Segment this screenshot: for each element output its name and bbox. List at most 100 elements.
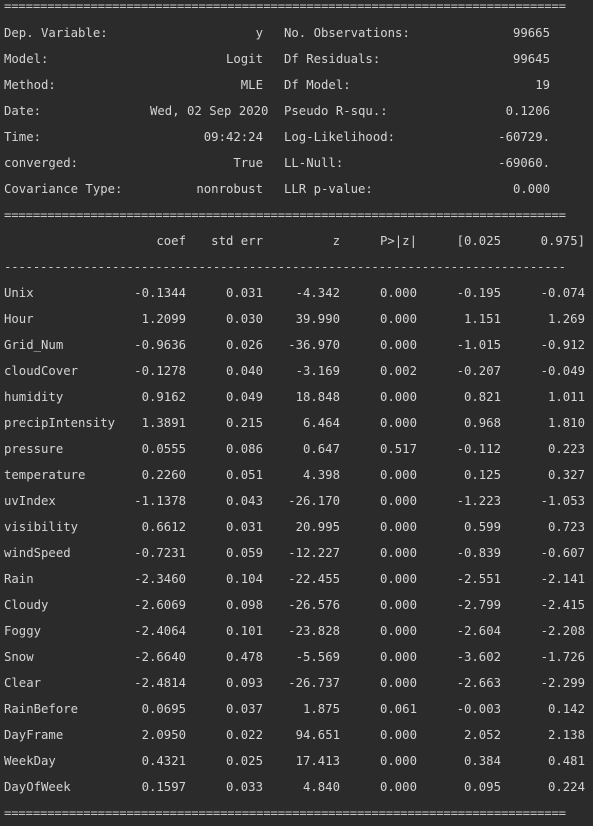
ci-lower-value: -0.195 <box>456 286 501 300</box>
p-value: 0.000 <box>379 312 417 326</box>
p-value: 0.061 <box>379 702 417 716</box>
std-err-value: 0.037 <box>225 702 263 716</box>
p-value: 0.517 <box>379 442 417 456</box>
ci-lower-value: 0.968 <box>463 416 501 430</box>
p-value: 0.000 <box>379 572 417 586</box>
variable-name: Rain <box>4 572 34 586</box>
variable-name: Clear <box>4 676 42 690</box>
z-value: 0.647 <box>302 442 340 456</box>
variable-name: RainBefore <box>4 702 79 716</box>
column-header: std err <box>211 234 263 248</box>
separator-top: ========================================… <box>4 0 566 13</box>
header-value: Wed, 02 Sep 2020 <box>150 104 269 118</box>
p-value: 0.002 <box>379 364 417 378</box>
header-value: 99645 <box>512 52 550 66</box>
std-err-value: 0.101 <box>225 624 263 638</box>
ci-upper-value: 0.723 <box>547 520 585 534</box>
ci-upper-value: 1.011 <box>547 390 585 404</box>
header-label: Date: <box>4 104 42 118</box>
header-value: 19 <box>535 78 550 92</box>
z-value: 39.990 <box>295 312 340 326</box>
separator-middle: ========================================… <box>4 208 566 222</box>
std-err-value: 0.040 <box>225 364 263 378</box>
coef-value: 0.0555 <box>141 442 186 456</box>
std-err-value: 0.049 <box>225 390 263 404</box>
std-err-value: 0.033 <box>225 780 263 794</box>
variable-name: Cloudy <box>4 598 49 612</box>
ci-upper-value: 0.481 <box>547 754 585 768</box>
variable-name: Hour <box>4 312 34 326</box>
column-header: P>|z| <box>379 234 417 248</box>
p-value: 0.000 <box>379 676 417 690</box>
ci-lower-value: 0.599 <box>463 520 501 534</box>
variable-name: temperature <box>4 468 86 482</box>
coef-value: 0.4321 <box>141 754 186 768</box>
header-label: converged: <box>4 156 79 170</box>
std-err-value: 0.051 <box>225 468 263 482</box>
z-value: -4.342 <box>295 286 340 300</box>
z-value: -3.169 <box>295 364 340 378</box>
coef-value: 1.2099 <box>141 312 186 326</box>
variable-name: Foggy <box>4 624 42 638</box>
p-value: 0.000 <box>379 338 417 352</box>
ci-lower-value: -2.604 <box>456 624 501 638</box>
variable-name: Unix <box>4 286 34 300</box>
header-value: -69060. <box>498 156 550 170</box>
header-value: Logit <box>225 52 263 66</box>
ci-lower-value: -0.207 <box>456 364 501 378</box>
variable-name: DayOfWeek <box>4 780 71 794</box>
coef-value: 0.9162 <box>141 390 186 404</box>
ci-upper-value: -2.141 <box>540 572 585 586</box>
p-value: 0.000 <box>379 520 417 534</box>
header-value: nonrobust <box>196 182 263 196</box>
std-err-value: 0.215 <box>225 416 263 430</box>
ci-lower-value: -0.112 <box>456 442 501 456</box>
std-err-value: 0.086 <box>225 442 263 456</box>
header-label: Model: <box>4 52 49 66</box>
coef-value: -0.1278 <box>134 364 186 378</box>
std-err-value: 0.022 <box>225 728 263 742</box>
p-value: 0.000 <box>379 468 417 482</box>
ci-lower-value: -1.223 <box>456 494 501 508</box>
coef-value: 1.3891 <box>141 416 186 430</box>
ci-upper-value: -0.074 <box>540 286 585 300</box>
ci-upper-value: -2.208 <box>540 624 585 638</box>
ci-lower-value: -2.799 <box>456 598 501 612</box>
std-err-value: 0.031 <box>225 286 263 300</box>
coef-value: -2.4814 <box>134 676 186 690</box>
ci-upper-value: -0.912 <box>540 338 585 352</box>
header-label: Df Residuals: <box>284 52 381 66</box>
ci-lower-value: 2.052 <box>463 728 501 742</box>
coef-value: -0.1344 <box>134 286 186 300</box>
ci-lower-value: 0.821 <box>463 390 501 404</box>
coef-value: 2.0950 <box>141 728 186 742</box>
std-err-value: 0.031 <box>225 520 263 534</box>
column-header: z <box>332 234 340 248</box>
p-value: 0.000 <box>379 286 417 300</box>
header-label: No. Observations: <box>284 26 410 40</box>
ci-lower-value: -0.839 <box>456 546 501 560</box>
variable-name: cloudCover <box>4 364 79 378</box>
header-label: Df Model: <box>284 78 351 92</box>
header-value: 09:42:24 <box>203 130 263 144</box>
coef-value: -0.7231 <box>134 546 186 560</box>
header-value: y <box>255 26 263 40</box>
std-err-value: 0.025 <box>225 754 263 768</box>
coef-value: -2.3460 <box>134 572 186 586</box>
ci-upper-value: -2.415 <box>540 598 585 612</box>
variable-name: visibility <box>4 520 79 534</box>
z-value: -26.737 <box>288 676 340 690</box>
ci-upper-value: 0.327 <box>547 468 585 482</box>
ci-lower-value: -2.551 <box>456 572 501 586</box>
std-err-value: 0.043 <box>225 494 263 508</box>
header-value: 0.000 <box>512 182 550 196</box>
z-value: -23.828 <box>288 624 340 638</box>
std-err-value: 0.059 <box>225 546 263 560</box>
coef-value: 0.0695 <box>141 702 186 716</box>
variable-name: uvIndex <box>4 494 56 508</box>
z-value: 94.651 <box>295 728 340 742</box>
ci-upper-value: 0.142 <box>547 702 585 716</box>
header-label: Pseudo R-squ.: <box>284 104 388 118</box>
variable-name: DayFrame <box>4 728 64 742</box>
